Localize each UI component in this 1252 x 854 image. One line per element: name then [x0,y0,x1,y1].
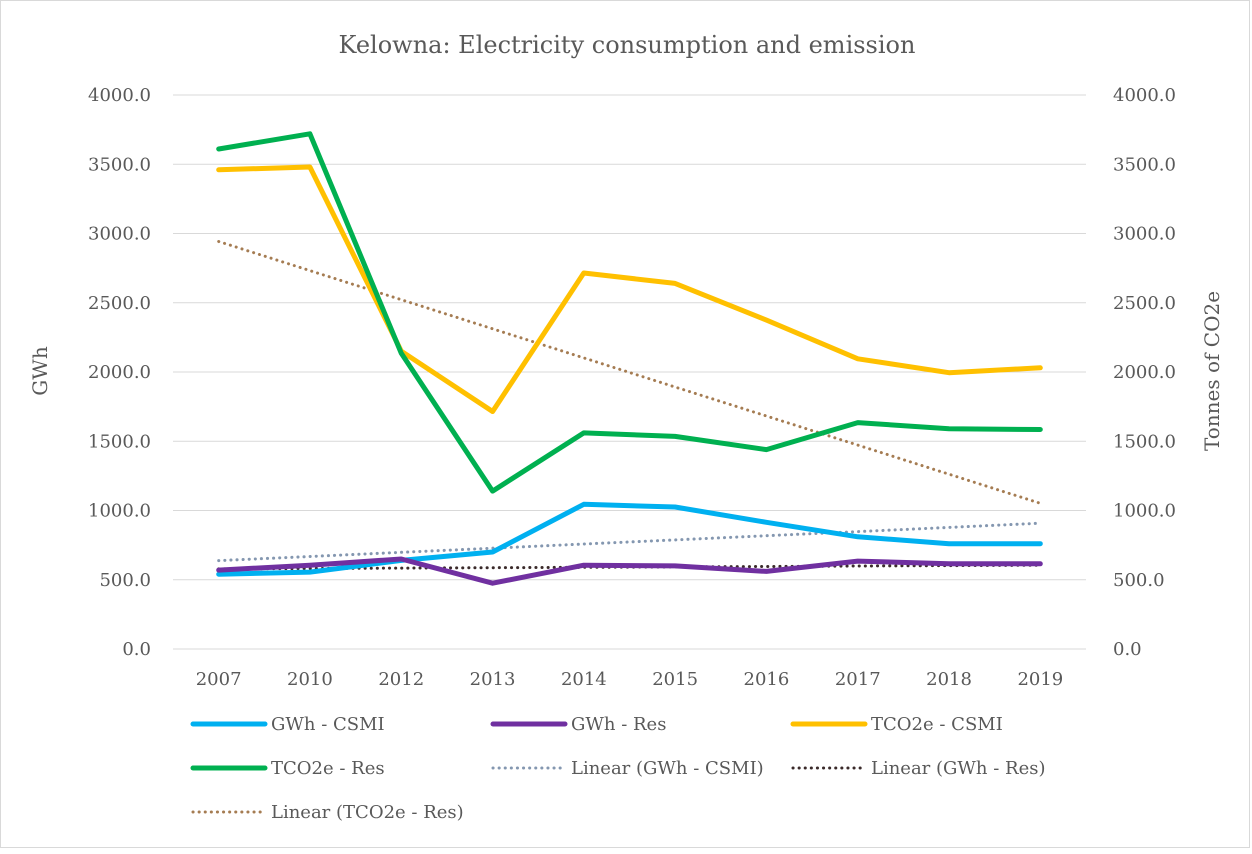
legend: GWh - CSMI GWh - Res TCO2e - CSMI TCO2e - R… [190,714,1046,823]
y-right-tick-label: 1500.0 [1113,431,1176,452]
legend-label: Linear (GWh - Res) [871,758,1046,779]
x-tick-label: 2014 [561,669,607,690]
x-tick-label: 2017 [835,669,881,690]
series-line-5 [217,563,1042,571]
y-left-tick-label: 500.0 [99,570,151,591]
y-left-tick-label: 2500.0 [88,293,151,314]
y-right-tick-label: 4000.0 [1113,85,1176,106]
legend-label: TCO2e - Res [271,758,385,779]
x-tick-label: 2019 [1017,669,1063,690]
y-axis-left-ticks: 0.0 500.0 1000.0 1500.0 2000.0 2500.0 3000.0 35… [88,85,151,660]
chart-title: Kelowna: Electricity consumption and emi… [339,31,916,59]
legend-label: GWh - CSMI [271,714,385,735]
y-right-tick-label: 3500.0 [1113,154,1176,175]
y-right-tick-label: 0.0 [1113,639,1142,660]
series-line-2 [216,164,1043,414]
x-axis-ticks: 2007 2010 2012 2013 2014 2015 2016 2017 2018 2019 [196,669,1064,690]
y-right-tick-label: 500.0 [1113,570,1165,591]
series-line-3 [216,131,1043,494]
y-left-tick-label: 1000.0 [88,501,151,522]
y-right-tick-label: 1000.0 [1113,501,1176,522]
x-tick-label: 2007 [196,669,242,690]
legend-label: Linear (TCO2e - Res) [271,802,464,823]
y-axis-right-title: Tonnes of CO2e [1200,291,1224,451]
y-left-tick-label: 2000.0 [88,362,151,383]
y-left-tick-label: 3500.0 [88,154,151,175]
series-line-6 [217,240,1042,505]
x-tick-label: 2016 [744,669,790,690]
y-left-tick-label: 4000.0 [88,85,151,106]
legend-label: Linear (GWh - CSMI) [571,758,764,779]
legend-label: TCO2e - CSMI [871,714,1003,735]
x-tick-label: 2013 [470,669,516,690]
y-right-tick-label: 2500.0 [1113,293,1176,314]
y-right-tick-label: 3000.0 [1113,224,1176,245]
y-axis-right-ticks: 0.0 500.0 1000.0 1500.0 2000.0 2500.0 3000.0 35… [1113,85,1176,660]
y-left-tick-label: 3000.0 [88,224,151,245]
x-tick-label: 2010 [287,669,333,690]
y-axis-left-title: GWh [28,346,52,396]
legend-label: GWh - Res [571,714,666,735]
series-line-0 [216,501,1043,577]
x-tick-label: 2015 [652,669,698,690]
x-tick-label: 2018 [926,669,972,690]
gridlines [173,94,1086,650]
series-line-1 [216,556,1043,586]
y-left-tick-label: 0.0 [122,639,151,660]
x-tick-label: 2012 [378,669,424,690]
y-left-tick-label: 1500.0 [88,431,151,452]
series-layer [216,131,1043,586]
y-right-tick-label: 2000.0 [1113,362,1176,383]
